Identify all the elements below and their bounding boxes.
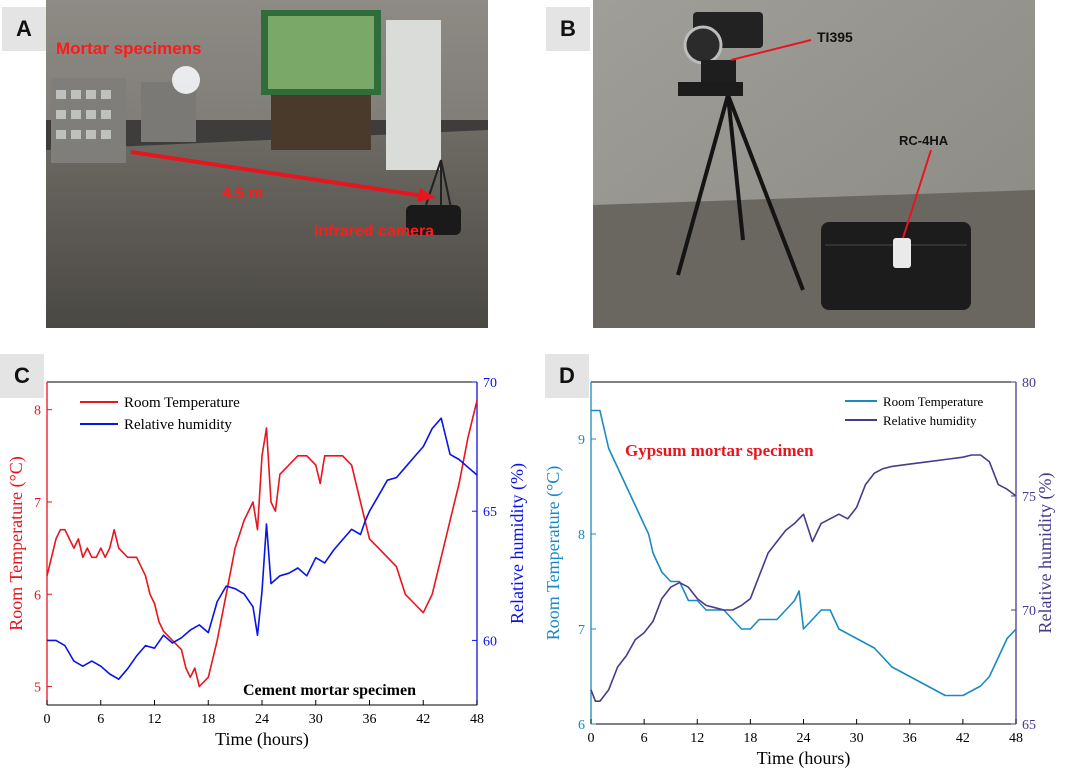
x-tick-label: 30 [850, 731, 864, 746]
tripod [676, 94, 805, 291]
chart-annotation: Cement mortar specimen [243, 682, 416, 699]
right-y-tick-label: 65 [483, 505, 497, 520]
camera-case [406, 205, 461, 235]
x-tick-label: 24 [797, 731, 811, 746]
x-tick-label: 24 [255, 712, 269, 727]
lab-room-scene: Mortar specimens 4.5 m Infrared camera [46, 0, 488, 328]
x-tick-label: 48 [1009, 731, 1023, 746]
left-y-tick-label: 5 [34, 681, 41, 696]
left-y-tick-label: 7 [34, 496, 41, 511]
x-tick-label: 48 [470, 712, 484, 727]
panel-c-tag: C [0, 354, 44, 398]
x-axis-title: Time (hours) [215, 729, 309, 750]
x-tick-label: 18 [201, 712, 215, 727]
left-y-axis-title: Room Temperature (°C) [6, 456, 27, 631]
right-y-axis-title: Relative humidity (%) [507, 463, 528, 624]
x-tick-label: 0 [44, 712, 51, 727]
series-line-relative-humidity [47, 417, 478, 681]
ti395-leader-line [730, 39, 812, 61]
x-axis-title: Time (hours) [757, 748, 851, 769]
legend-label: Relative humidity [124, 417, 232, 433]
label-rc-4ha: RC-4HA [899, 133, 949, 148]
label-ti395: TI395 [817, 29, 853, 45]
panel-b-photo: TI395 RC-4HA [593, 0, 1035, 328]
chart-cement-mortar: 0 6 12 18 24 30 36 42 48 5 6 7 8 60 65 70 Time (hours) Ro… [6, 376, 528, 750]
panel-b-tag: B [546, 7, 590, 51]
x-tick-label: 6 [97, 712, 104, 727]
rc-4ha-logger [893, 238, 911, 268]
x-tick-label: 18 [743, 731, 757, 746]
left-y-tick-label: 6 [34, 588, 41, 603]
left-y-tick-label: 9 [578, 433, 585, 448]
distance-arrowhead [417, 188, 436, 202]
x-tick-label: 12 [690, 731, 704, 746]
left-y-tick-label: 6 [578, 718, 585, 733]
light-source [172, 66, 200, 94]
right-y-axis-title: Relative humidity (%) [1035, 473, 1056, 634]
x-tick-label: 6 [641, 731, 648, 746]
x-tick-label: 0 [588, 731, 595, 746]
x-tick-label: 42 [416, 712, 430, 727]
x-tick-label: 36 [363, 712, 377, 727]
legend-label: Relative humidity [883, 413, 977, 428]
right-y-tick-label: 60 [483, 634, 497, 649]
label-mortar-specimens: Mortar specimens [56, 39, 202, 58]
panel-a-photo: Mortar specimens 4.5 m Infrared camera [46, 0, 488, 328]
left-y-tick-label: 8 [34, 404, 41, 419]
right-y-tick-label: 80 [1022, 376, 1036, 391]
left-y-tick-label: 8 [578, 528, 585, 543]
series-line-relative-humidity [590, 454, 1017, 703]
chart-annotation: Gypsum mortar specimen [625, 441, 814, 460]
x-tick-label: 42 [956, 731, 970, 746]
series-line-room-temperature [591, 409, 1017, 697]
camera-setup-scene: TI395 RC-4HA [593, 0, 1035, 328]
left-y-tick-label: 7 [578, 623, 585, 638]
left-y-axis-title: Room Temperature (°C) [543, 466, 564, 641]
legend-label: Room Temperature [124, 395, 240, 411]
x-tick-label: 36 [903, 731, 917, 746]
legend-label: Room Temperature [883, 394, 984, 409]
right-y-tick-label: 75 [1022, 490, 1036, 505]
panel-a-tag: A [2, 7, 46, 51]
distance-arrow [130, 150, 425, 198]
right-y-tick-label: 70 [1022, 604, 1036, 619]
label-distance: 4.5 m [222, 185, 263, 202]
x-tick-label: 12 [148, 712, 162, 727]
rc-4ha-leader-line [902, 149, 932, 239]
label-infrared-camera: Infrared camera [314, 223, 434, 240]
right-y-tick-label: 70 [483, 376, 497, 391]
panel-d-tag: D [545, 354, 589, 398]
infrared-camera-lens [683, 25, 723, 65]
x-tick-label: 30 [309, 712, 323, 727]
right-y-tick-label: 65 [1022, 718, 1036, 733]
wooden-table [271, 95, 371, 150]
series-line-room-temperature [46, 400, 478, 688]
cabinet [386, 20, 441, 170]
